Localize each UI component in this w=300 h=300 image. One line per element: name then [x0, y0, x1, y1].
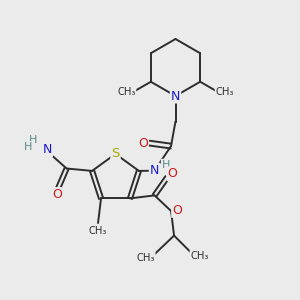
Text: H: H: [29, 135, 37, 145]
Text: N: N: [150, 164, 159, 177]
Text: O: O: [52, 188, 62, 201]
Text: O: O: [138, 136, 148, 150]
Text: O: O: [172, 204, 182, 217]
Text: CH₃: CH₃: [190, 251, 209, 261]
Text: N: N: [171, 89, 180, 103]
Text: N: N: [43, 143, 52, 156]
Text: CH₃: CH₃: [89, 226, 107, 236]
Text: CH₃: CH₃: [215, 87, 234, 97]
Text: CH₃: CH₃: [117, 87, 136, 97]
Text: O: O: [168, 167, 178, 180]
Text: S: S: [111, 147, 120, 161]
Text: H: H: [24, 142, 32, 152]
Text: CH₃: CH₃: [136, 253, 155, 263]
Text: H: H: [162, 160, 170, 170]
